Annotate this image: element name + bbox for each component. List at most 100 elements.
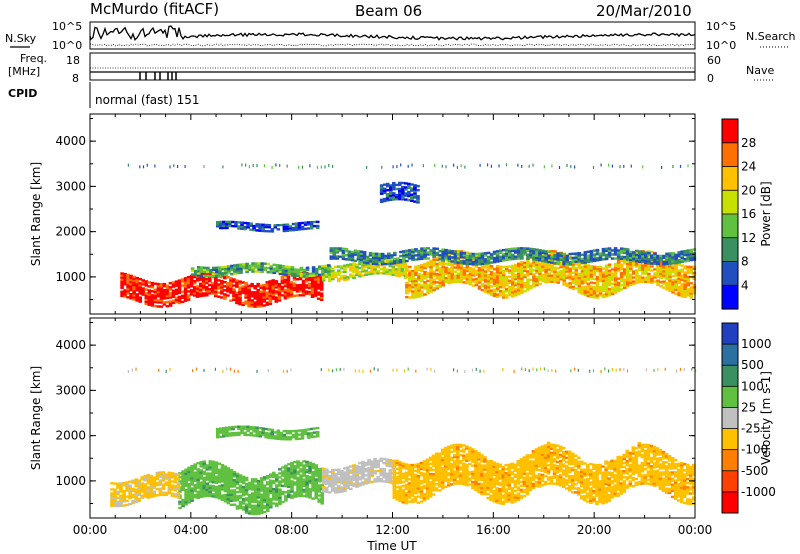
heatmap-cell (399, 250, 403, 254)
heatmap-cell (526, 274, 530, 277)
heatmap-cell (229, 491, 234, 494)
heatmap-cell (432, 270, 436, 273)
heatmap-cell (468, 471, 472, 474)
heatmap-cell (334, 265, 338, 268)
heatmap-cell (501, 465, 505, 469)
heatmap-cell (562, 273, 566, 276)
heatmap-cell (517, 284, 521, 288)
heatmap-cell (441, 263, 445, 267)
heatmap-cell (396, 259, 400, 262)
heatmap-cell (425, 497, 430, 500)
heatmap-cell (226, 290, 230, 293)
heatmap-cell (269, 267, 274, 270)
heatmap-cell (665, 260, 669, 264)
heatmap-cell (450, 279, 455, 282)
heatmap-cell (601, 271, 606, 274)
heatmap-cell (647, 251, 651, 255)
heatmap-cell (159, 301, 164, 304)
heatmap-cell (343, 266, 347, 269)
heatmap-cell (205, 464, 210, 467)
heatmap-cell (401, 198, 405, 201)
heatmap-cell (280, 285, 285, 289)
heatmap-cell (340, 488, 344, 491)
heatmap-cell (286, 296, 291, 299)
heatmap-cell (422, 494, 427, 498)
heatmap-cell (414, 289, 418, 293)
heatmap-cell (392, 465, 397, 469)
heatmap-cell (498, 290, 503, 293)
heatmap-cell (162, 295, 167, 298)
heatmap-cell (462, 476, 466, 480)
heatmap-cell (385, 464, 389, 467)
heatmap-cell (304, 280, 309, 283)
heatmap-cell (604, 255, 609, 259)
heatmap-cell (647, 250, 651, 253)
heatmap-cell (504, 290, 509, 293)
heatmap-cell (519, 490, 524, 494)
heatmap-cell (441, 274, 445, 277)
heatmap-cell (562, 271, 566, 274)
heatmap-cell (510, 481, 515, 484)
heatmap-cell (483, 262, 488, 265)
heatmap-cell (260, 264, 264, 267)
heatmap-cell (529, 278, 533, 282)
heatmap-cell (279, 223, 284, 227)
heatmap-cell (556, 277, 560, 280)
heatmap-cell (132, 277, 136, 281)
heatmap-cell (471, 260, 476, 264)
heatmap-cell (574, 262, 579, 266)
heatmap-cell (259, 487, 264, 490)
heatmap-cell (165, 288, 170, 292)
heatmap-cell (638, 250, 642, 253)
nsearch-label: N.Search (746, 30, 796, 43)
heatmap-cell (538, 274, 542, 277)
heatmap-cell (413, 190, 417, 193)
heatmap-cell (313, 290, 318, 293)
heatmap-cell (514, 255, 518, 258)
heatmap-cell (391, 467, 396, 471)
heatmap-cell (428, 483, 433, 486)
heatmap-cell (278, 482, 282, 485)
heatmap-cell (532, 269, 536, 272)
heatmap-cell (441, 278, 445, 281)
heatmap-cell (437, 468, 442, 472)
heatmap-cell (126, 290, 130, 293)
heatmap-cell (413, 481, 418, 485)
heatmap-cell (238, 506, 243, 510)
heatmap-cell (417, 291, 421, 294)
heatmap-cell (471, 458, 475, 461)
heatmap-cell (517, 262, 521, 265)
heatmap-cell (598, 267, 603, 271)
heatmap-cell (208, 277, 212, 281)
heatmap-cell (304, 284, 309, 287)
heatmap-cell (426, 253, 430, 256)
heatmap-cell (250, 293, 254, 296)
heatmap-cell (309, 223, 314, 226)
heatmap-cell (261, 229, 265, 233)
heatmap-cell (364, 273, 368, 276)
heatmap-cell (456, 482, 460, 485)
heatmap-cell (296, 480, 300, 484)
heatmap-cell (429, 261, 433, 265)
heatmap-cell (453, 454, 457, 457)
heatmap-cell (355, 267, 359, 271)
heatmap-cell (489, 257, 494, 260)
heatmap-cell (586, 274, 591, 277)
heatmap-cell (589, 271, 594, 274)
heatmap-cell (616, 289, 621, 293)
heatmap-cell (267, 230, 272, 233)
heatmap-cell (480, 268, 485, 272)
heatmap-cell (501, 486, 505, 489)
heatmap-cell (362, 253, 367, 256)
heatmap-cell (477, 271, 482, 274)
heatmap-cell (426, 279, 430, 283)
heatmap-cell (483, 472, 487, 475)
heatmap-cell (385, 199, 390, 202)
heatmap-cell (665, 262, 669, 266)
heatmap-cell (519, 462, 524, 465)
heatmap-cell (382, 191, 387, 195)
heatmap-cell (186, 282, 191, 285)
heatmap-cell (492, 483, 496, 487)
